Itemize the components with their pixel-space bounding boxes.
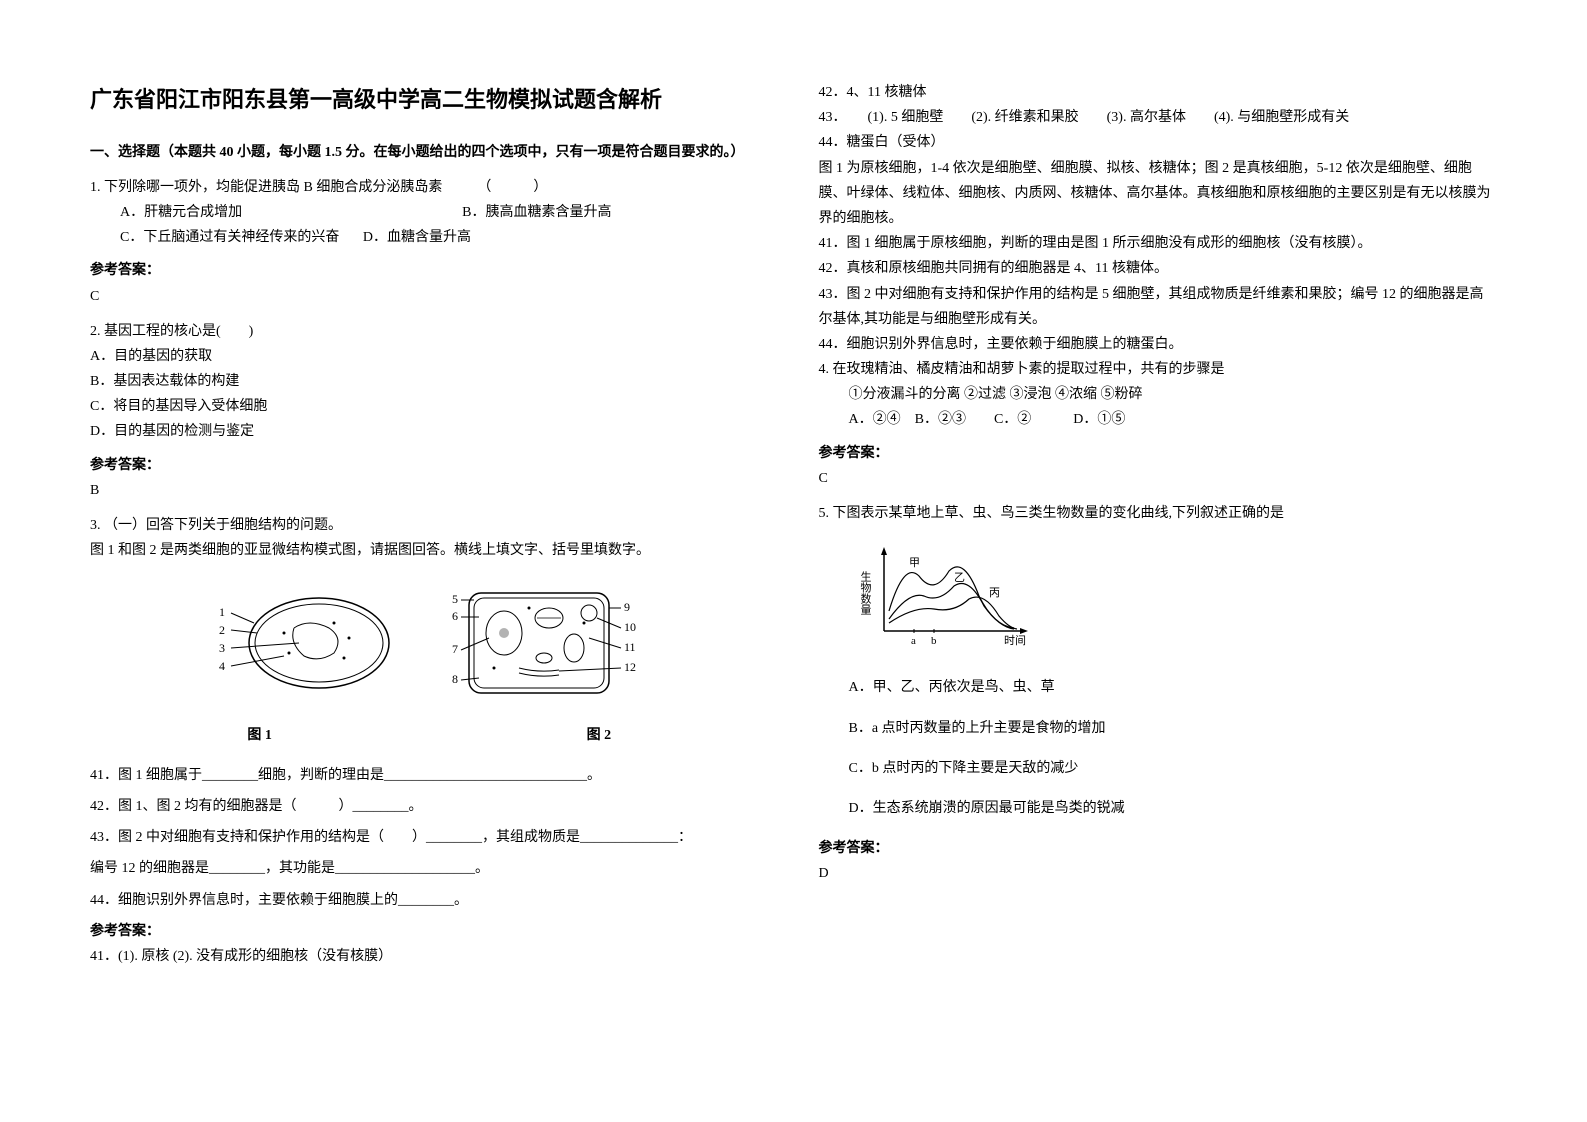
q5-opt-d: D．生态系统崩溃的原因最可能是鸟类的锐减 (819, 796, 1498, 821)
q3-a41: 41．(1). 原核 (2). 没有成形的细胞核（没有核膜） (90, 944, 769, 969)
question-4: 4. 在玫瑰精油、橘皮精油和胡萝卜素的提取过程中，共有的步骤是 ①分液漏斗的分离… (819, 357, 1498, 433)
q4-answer: C (819, 466, 1498, 491)
fig2-label-11: 11 (624, 640, 636, 654)
question-5: 5. 下图表示某草地上草、虫、鸟三类生物数量的变化曲线,下列叙述正确的是 (819, 501, 1498, 526)
q5-opt-b: B．a 点时丙数量的上升主要是食物的增加 (819, 716, 1498, 741)
a43: 43． (1). 5 细胞壁 (2). 纤维素和果胶 (3). 高尔基体 (4)… (819, 105, 1498, 130)
figure-2-cell: 5 6 7 8 9 10 11 12 (452, 592, 636, 693)
fig2-label-6: 6 (452, 609, 458, 623)
explanation-42: 42．真核和原核细胞共同拥有的细胞器是 4、11 核糖体。 (819, 256, 1498, 281)
fig2-caption: 图 2 (587, 723, 612, 748)
q1-opt-d: D．血糖含量升高 (363, 230, 471, 245)
q5-answer: D (819, 861, 1498, 886)
q4-choices: A．②④ B．②③ C．② D．①⑤ (819, 407, 1498, 432)
q1-options: A．肝糖元合成增加 B．胰高血糖素含量升高 C．下丘脑通过有关神经传来的兴奋 D… (90, 200, 769, 250)
fig1-label-4: 4 (219, 659, 225, 673)
figure-1-cell: 1 2 3 4 (219, 598, 389, 688)
q1-answer: C (90, 284, 769, 309)
fig2-label-10: 10 (624, 620, 636, 634)
question-2: 2. 基因工程的核心是( ) A．目的基因的获取 B．基因表达载体的构建 C．将… (90, 319, 769, 445)
fig2-label-12: 12 (624, 660, 636, 674)
right-column: 42．4、11 核糖体 43． (1). 5 细胞壁 (2). 纤维素和果胶 (… (819, 80, 1498, 969)
point-b: b (931, 635, 937, 647)
q3-43: 43．图 2 中对细胞有支持和保护作用的结构是（ ）________，其组成物质… (90, 825, 769, 850)
q5-opt-c: C．b 点时丙的下降主要是天敌的减少 (819, 756, 1498, 781)
left-column: 广东省阳江市阳东县第一高级中学高二生物模拟试题含解析 一、选择题（本题共 40 … (90, 80, 769, 969)
fig2-label-5: 5 (452, 592, 458, 606)
q1-opt-b: B．胰高血糖素含量升高 (462, 200, 611, 225)
x-axis-label: 时间 (1004, 634, 1026, 647)
q5-text: 5. 下图表示某草地上草、虫、鸟三类生物数量的变化曲线,下列叙述正确的是 (819, 501, 1498, 526)
q3-42: 42．图 1、图 2 均有的细胞器是（ ）________。 (90, 794, 769, 819)
q2-opt-d: D．目的基因的检测与鉴定 (90, 419, 769, 444)
y-axis-label: 生物数量 (859, 570, 872, 615)
q5-opt-a: A．甲、乙、丙依次是鸟、虫、草 (819, 675, 1498, 700)
q1-opt-c: C．下丘脑通过有关神经传来的兴奋 (120, 230, 339, 245)
q4-opts: ①分液漏斗的分离 ②过滤 ③浸泡 ④浓缩 ⑤粉碎 (819, 382, 1498, 407)
q2-opt-b: B．基因表达载体的构建 (90, 369, 769, 394)
question-1: 1. 下列除哪一项外，均能促进胰岛 B 细胞合成分泌胰岛素 （ ） A．肝糖元合… (90, 175, 769, 251)
q1-answer-label: 参考答案： (90, 258, 769, 283)
explanation-43: 43．图 2 中对细胞有支持和保护作用的结构是 5 细胞壁，其组成物质是纤维素和… (819, 282, 1498, 332)
q5-answer-label: 参考答案： (819, 836, 1498, 861)
cell-diagrams: 1 2 3 4 (90, 578, 769, 747)
q4-text: 4. 在玫瑰精油、橘皮精油和胡萝卜素的提取过程中，共有的步骤是 (819, 357, 1498, 382)
q1-text: 1. 下列除哪一项外，均能促进胰岛 B 细胞合成分泌胰岛素 （ ） (90, 175, 769, 200)
point-a: a (911, 635, 916, 647)
q3-text: 3. （一）回答下列关于细胞结构的问题。 (90, 513, 769, 538)
fig1-label-2: 2 (219, 623, 225, 637)
curve-label-bing: 丙 (989, 587, 1000, 599)
explanation-41: 41．图 1 细胞属于原核细胞，判断的理由是图 1 所示细胞没有成形的细胞核（没… (819, 231, 1498, 256)
q3-sub: 图 1 和图 2 是两类细胞的亚显微结构模式图，请据图回答。横线上填文字、括号里… (90, 538, 769, 563)
fig2-label-7: 7 (452, 642, 458, 656)
q2-opt-c: C．将目的基因导入受体细胞 (90, 394, 769, 419)
fig2-label-8: 8 (452, 672, 458, 686)
q5-chart: 甲 乙 丙 生物数量 时间 a b (859, 541, 1498, 660)
q3-44: 44．细胞识别外界信息时，主要依赖于细胞膜上的________。 (90, 888, 769, 913)
q2-answer: B (90, 478, 769, 503)
fig2-label-9: 9 (624, 600, 630, 614)
q2-answer-label: 参考答案： (90, 453, 769, 478)
q3-43b: 编号 12 的细胞器是________，其功能是________________… (90, 856, 769, 881)
a42: 42．4、11 核糖体 (819, 80, 1498, 105)
curve-label-jia: 甲 (909, 557, 920, 569)
page-container: 广东省阳江市阳东县第一高级中学高二生物模拟试题含解析 一、选择题（本题共 40 … (90, 80, 1497, 969)
cell-diagram-svg: 1 2 3 4 (209, 578, 649, 708)
page-title: 广东省阳江市阳东县第一高级中学高二生物模拟试题含解析 (90, 80, 769, 120)
section-1-header: 一、选择题（本题共 40 小题，每小题 1.5 分。在每小题给出的四个选项中，只… (90, 140, 769, 165)
curve-label-yi: 乙 (954, 571, 965, 584)
q3-answer-label: 参考答案： (90, 919, 769, 944)
a44: 44．糖蛋白（受体） (819, 130, 1498, 155)
fig1-caption: 图 1 (247, 723, 272, 748)
q1-opt-a: A．肝糖元合成增加 (120, 200, 242, 225)
fig1-label-1: 1 (219, 605, 225, 619)
explanation-44: 44．细胞识别外界信息时，主要依赖于细胞膜上的糖蛋白。 (819, 332, 1498, 357)
q2-text: 2. 基因工程的核心是( ) (90, 319, 769, 344)
explanation-1: 图 1 为原核细胞，1-4 依次是细胞壁、细胞膜、拟核、核糖体；图 2 是真核细… (819, 156, 1498, 232)
fig1-label-3: 3 (219, 641, 225, 655)
question-3: 3. （一）回答下列关于细胞结构的问题。 图 1 和图 2 是两类细胞的亚显微结… (90, 513, 769, 563)
q3-41: 41．图 1 细胞属于________细胞，判断的理由是____________… (90, 763, 769, 788)
q5-chart-svg: 甲 乙 丙 生物数量 时间 a b (859, 541, 1039, 651)
q4-answer-label: 参考答案： (819, 441, 1498, 466)
diagram-labels: 图 1 图 2 (90, 723, 769, 748)
q2-opt-a: A．目的基因的获取 (90, 344, 769, 369)
